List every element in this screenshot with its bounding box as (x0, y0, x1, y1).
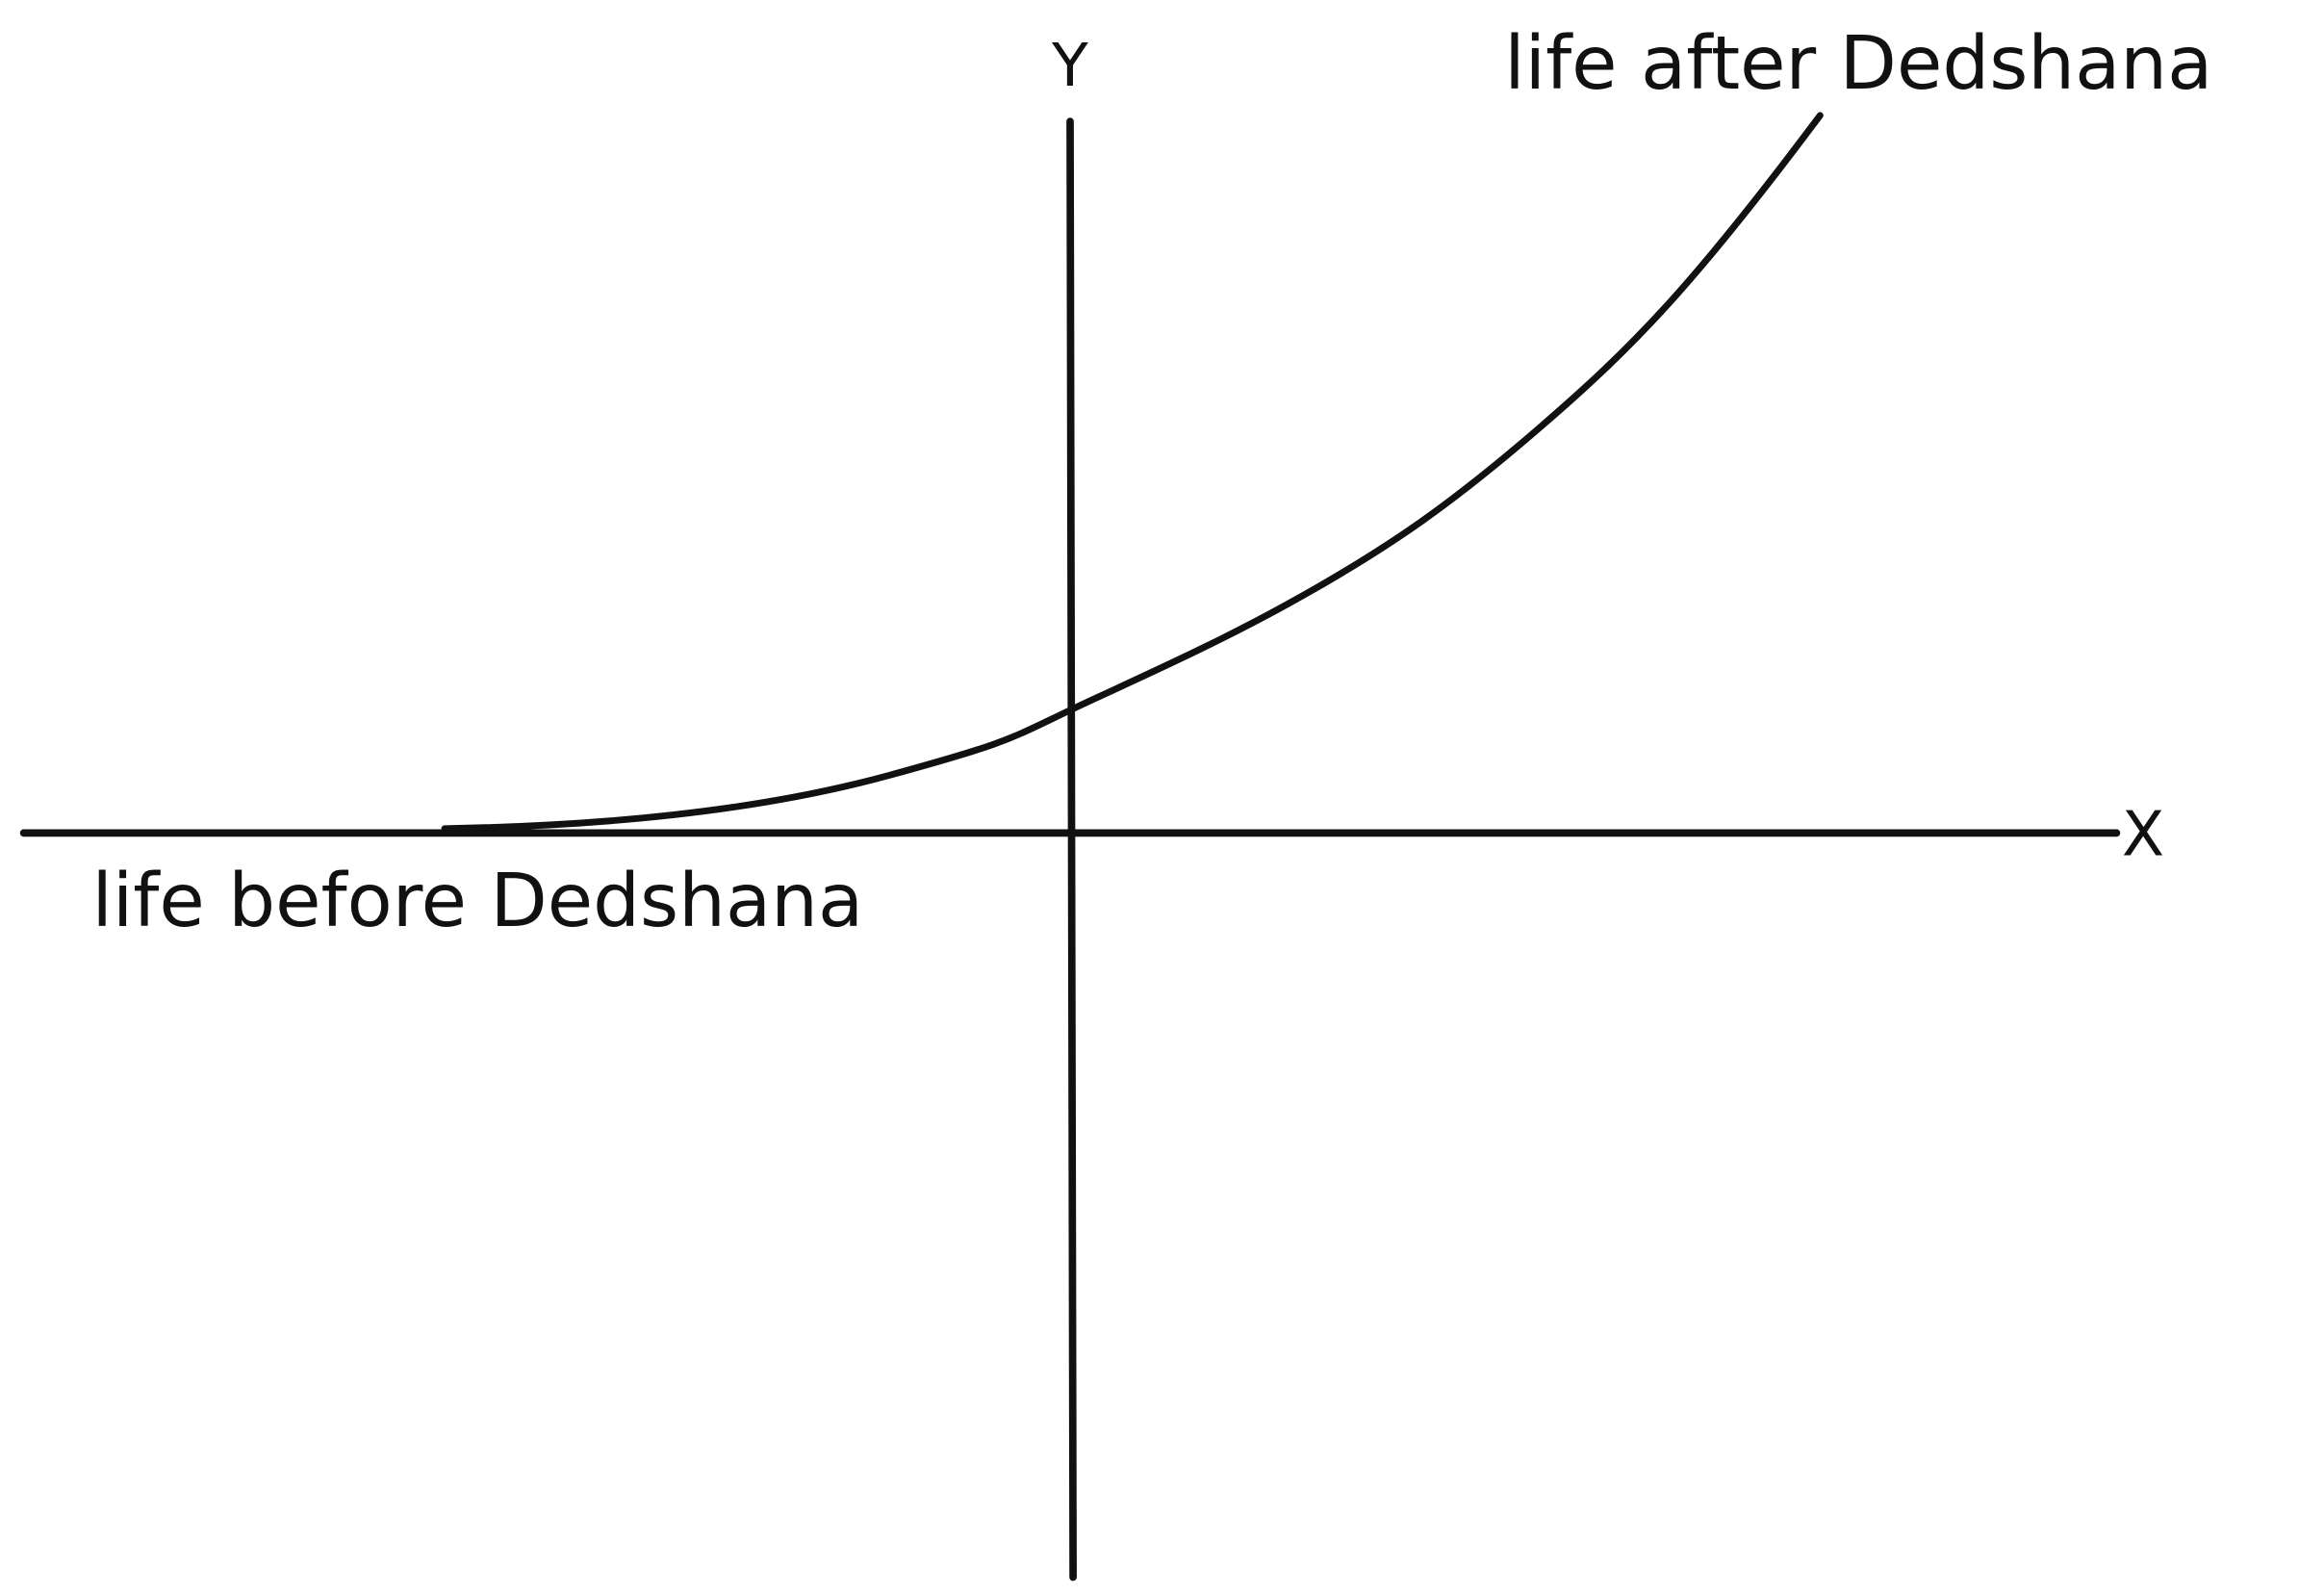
annotation-bottom: life before Dedshana (91, 859, 863, 944)
x-axis-label: X (2122, 799, 2164, 871)
y-axis (1066, 117, 1077, 1582)
growth-curve (441, 112, 1824, 833)
y-axis-label: Y (1051, 31, 1088, 100)
annotation-top: life after Dedshana (1504, 21, 2212, 107)
